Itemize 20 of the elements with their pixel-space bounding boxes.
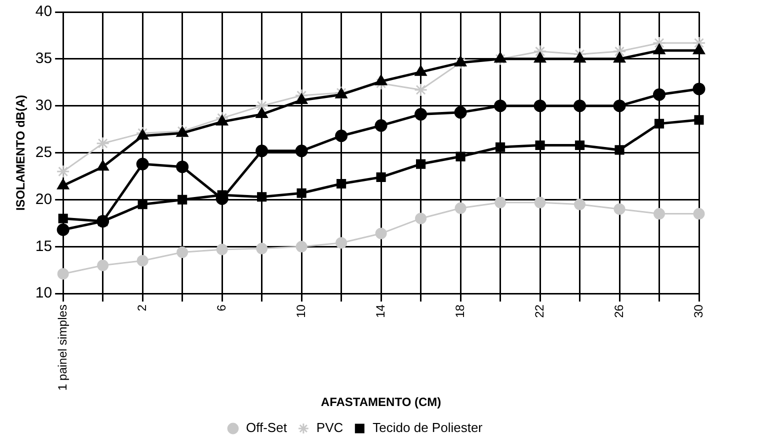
y-tick-label: 20 (35, 190, 52, 208)
x-tick-label: 26 (612, 304, 626, 318)
y-axis-title: ISOLAMENTO dB(A) (14, 94, 28, 211)
x-tick-label: 22 (532, 304, 546, 318)
x-tick-label: 18 (452, 304, 467, 318)
y-tick-label: 25 (35, 144, 52, 161)
x-tick-label: 10 (294, 304, 308, 318)
x-axis-title: AFASTAMENTO (CM) (320, 395, 442, 410)
x-tick-label: 30 (691, 304, 706, 318)
y-tick-label: 40 (35, 3, 52, 20)
legend-label: Tecido de Poliester (372, 420, 484, 436)
x-tick-label: 14 (373, 304, 388, 318)
x-tick-label: 1 painel simples (55, 304, 70, 391)
legend-label: Off-Set (246, 420, 288, 436)
y-tick-label: 35 (35, 50, 52, 68)
x-tick-label: 2 (134, 304, 149, 312)
x-tick-label: 6 (214, 304, 228, 312)
y-tick-label: 30 (35, 96, 52, 114)
legend-label: PVC (316, 420, 344, 436)
y-tick-label: 15 (35, 238, 52, 255)
